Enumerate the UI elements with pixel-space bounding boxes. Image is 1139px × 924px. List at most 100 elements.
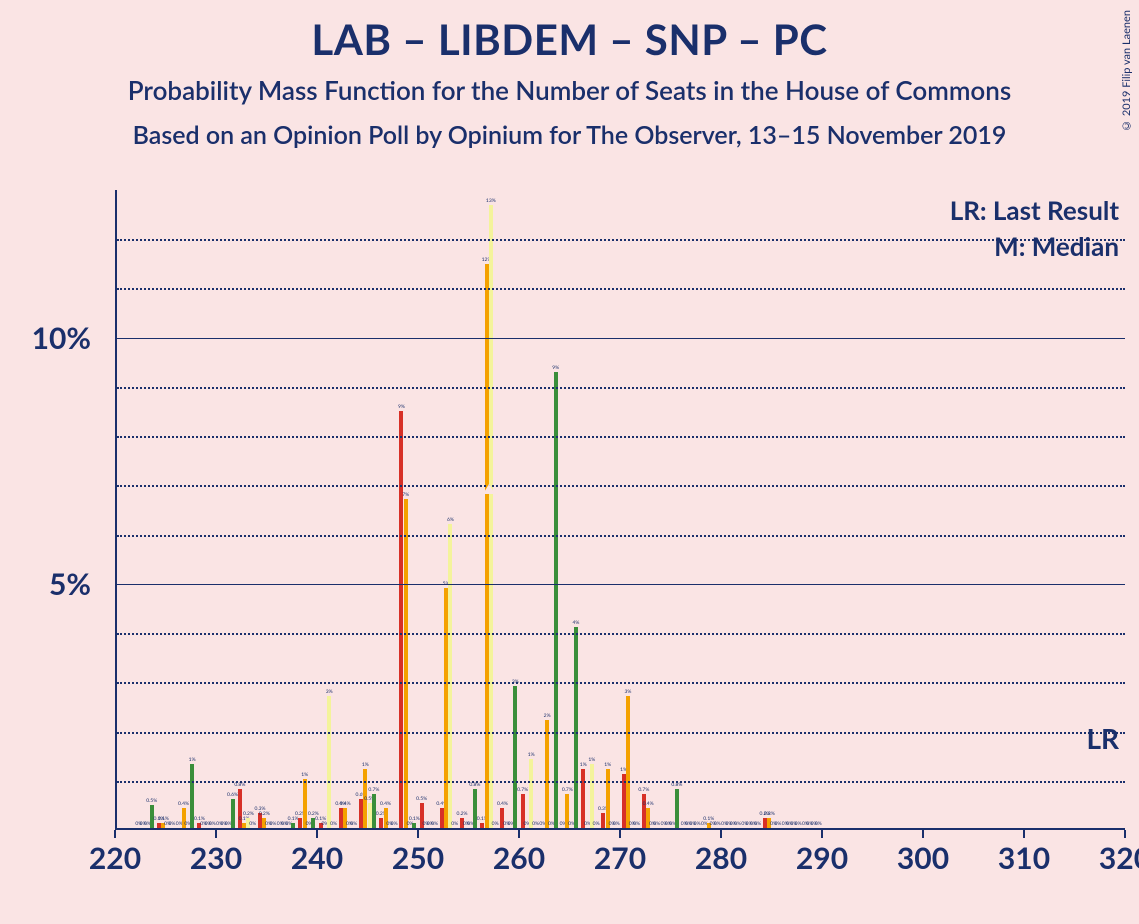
- bar-yellow: 1%: [529, 759, 533, 828]
- bar-value-label: 0.8%: [234, 782, 245, 789]
- gridline-minor: [117, 633, 1125, 635]
- bar-value-label: 1%: [362, 762, 369, 769]
- bar-value-label: 9%: [552, 365, 559, 372]
- x-tick-mark: [114, 830, 116, 838]
- bar-green: 0.6%: [231, 799, 235, 828]
- bar-value-label: 0%: [734, 821, 741, 828]
- bar-value-label: 0%: [330, 821, 337, 828]
- bar-yellow: 3%: [327, 696, 331, 829]
- bar-orange: 7%: [404, 499, 408, 828]
- chart-title: LAB – LIBDEM – SNP – PC: [0, 0, 1139, 64]
- bar-value-label: 0%: [653, 821, 660, 828]
- gridline-minor: [117, 535, 1125, 537]
- gridline-major: [117, 584, 1125, 586]
- gridline-minor: [117, 732, 1125, 734]
- x-tick-label: 280: [695, 840, 747, 876]
- bar-value-label: 0.5%: [146, 798, 157, 805]
- gridline-major: [117, 338, 1125, 340]
- bar-value-label: 3%: [326, 689, 333, 696]
- bar-orange: 1%: [606, 769, 610, 828]
- bar-value-label: 0.4%: [380, 801, 391, 808]
- x-tick-label: 290: [796, 840, 848, 876]
- gridline-minor: [117, 682, 1125, 684]
- bar-value-label: 1%: [588, 757, 595, 764]
- bar-value-label: 0.4%: [178, 801, 189, 808]
- bar-value-label: 0%: [431, 821, 438, 828]
- x-tick-label: 250: [392, 840, 444, 876]
- x-tick-label: 240: [291, 840, 343, 876]
- bar-value-label: 0%: [451, 821, 458, 828]
- x-tick-mark: [417, 830, 419, 838]
- bar-value-label: 0%: [795, 821, 802, 828]
- chart-subtitle-2: Based on an Opinion Poll by Opinium for …: [0, 120, 1139, 150]
- gridline-minor: [117, 288, 1125, 290]
- bar-value-label: 0.4%: [340, 801, 351, 808]
- bar-value-label: 0.7%: [562, 787, 573, 794]
- gridline-minor: [117, 436, 1125, 438]
- bar-value-label: 0%: [391, 821, 398, 828]
- bar-value-label: 13%: [486, 198, 496, 205]
- bar-value-label: 0.1%: [409, 816, 420, 823]
- gridline-minor: [117, 387, 1125, 389]
- x-tick-mark: [215, 830, 217, 838]
- bar-value-label: 0.6%: [227, 792, 238, 799]
- x-tick-mark: [619, 830, 621, 838]
- bar-yellow: 1%: [590, 764, 594, 828]
- bar-value-label: 0.7%: [638, 787, 649, 794]
- bar-orange: 3%: [626, 696, 630, 829]
- bar-value-label: 0.7%: [368, 787, 379, 794]
- bar-value-label: 0%: [613, 821, 620, 828]
- bar-value-label: 4%: [572, 620, 579, 627]
- bar-green: 0.1%: [291, 823, 295, 828]
- bar-value-label: 0%: [269, 821, 276, 828]
- x-tick-mark: [518, 830, 520, 838]
- bar-yellow: 13%: [489, 205, 493, 828]
- bar-green: 0.1%: [412, 823, 416, 828]
- x-tick-label: 220: [89, 840, 141, 876]
- gridline-minor: [117, 239, 1125, 241]
- copyright-text: © 2019 Filip van Laenen: [1120, 10, 1133, 132]
- x-tick-mark: [720, 830, 722, 838]
- x-tick-label: 230: [190, 840, 242, 876]
- y-tick-label: 5%: [1, 566, 91, 602]
- bar-value-label: 0.2%: [764, 811, 775, 818]
- bar-green: 0.8%: [675, 789, 679, 828]
- bar-green: 3%: [513, 686, 517, 828]
- x-tick-mark: [821, 830, 823, 838]
- bar-value-label: 0%: [774, 821, 781, 828]
- bar-value-label: 9%: [398, 404, 405, 411]
- x-tick-mark: [1023, 830, 1025, 838]
- bar-value-label: 0.4%: [497, 801, 508, 808]
- x-tick-label: 260: [493, 840, 545, 876]
- bar-value-label: 3%: [624, 689, 631, 696]
- bar-value-label: 0.4%: [643, 801, 654, 808]
- bar-value-label: 0.2%: [259, 811, 270, 818]
- bar-value-label: 0%: [350, 821, 357, 828]
- chart-subtitle-1: Probability Mass Function for the Number…: [0, 74, 1139, 106]
- bar-value-label: 0%: [633, 821, 640, 828]
- bar-value-label: 0.8%: [469, 782, 480, 789]
- chart-plot-area: LR: Last Result M: Median 0%0%0%0.5%0.1%…: [115, 190, 1125, 830]
- bar-value-label: 1%: [604, 762, 611, 769]
- bar-value-label: 0%: [249, 821, 256, 828]
- bar-value-label: 0%: [209, 821, 216, 828]
- bar-value-label: 1%: [528, 752, 535, 759]
- bar-value-label: 0.8%: [671, 782, 682, 789]
- bar-orange: 2%: [545, 720, 549, 828]
- x-tick-mark: [1124, 830, 1126, 838]
- bar-value-label: 0%: [168, 821, 175, 828]
- bar-value-label: 7%: [402, 492, 409, 499]
- x-tick-label: 300: [897, 840, 949, 876]
- bar-value-label: 0.2%: [243, 811, 254, 818]
- bar-value-label: 0%: [815, 821, 822, 828]
- bar-value-label: 0.5%: [416, 796, 427, 803]
- bar-red: 1%: [581, 769, 585, 828]
- x-tick-label: 310: [998, 840, 1050, 876]
- bar-value-label: 1%: [580, 762, 587, 769]
- x-tick-label: 270: [594, 840, 646, 876]
- x-tick-mark: [922, 830, 924, 838]
- bar-value-label: 0.2%: [457, 811, 468, 818]
- bar-green: 9%: [554, 372, 558, 828]
- x-tick-mark: [316, 830, 318, 838]
- bar-value-label: 0%: [694, 821, 701, 828]
